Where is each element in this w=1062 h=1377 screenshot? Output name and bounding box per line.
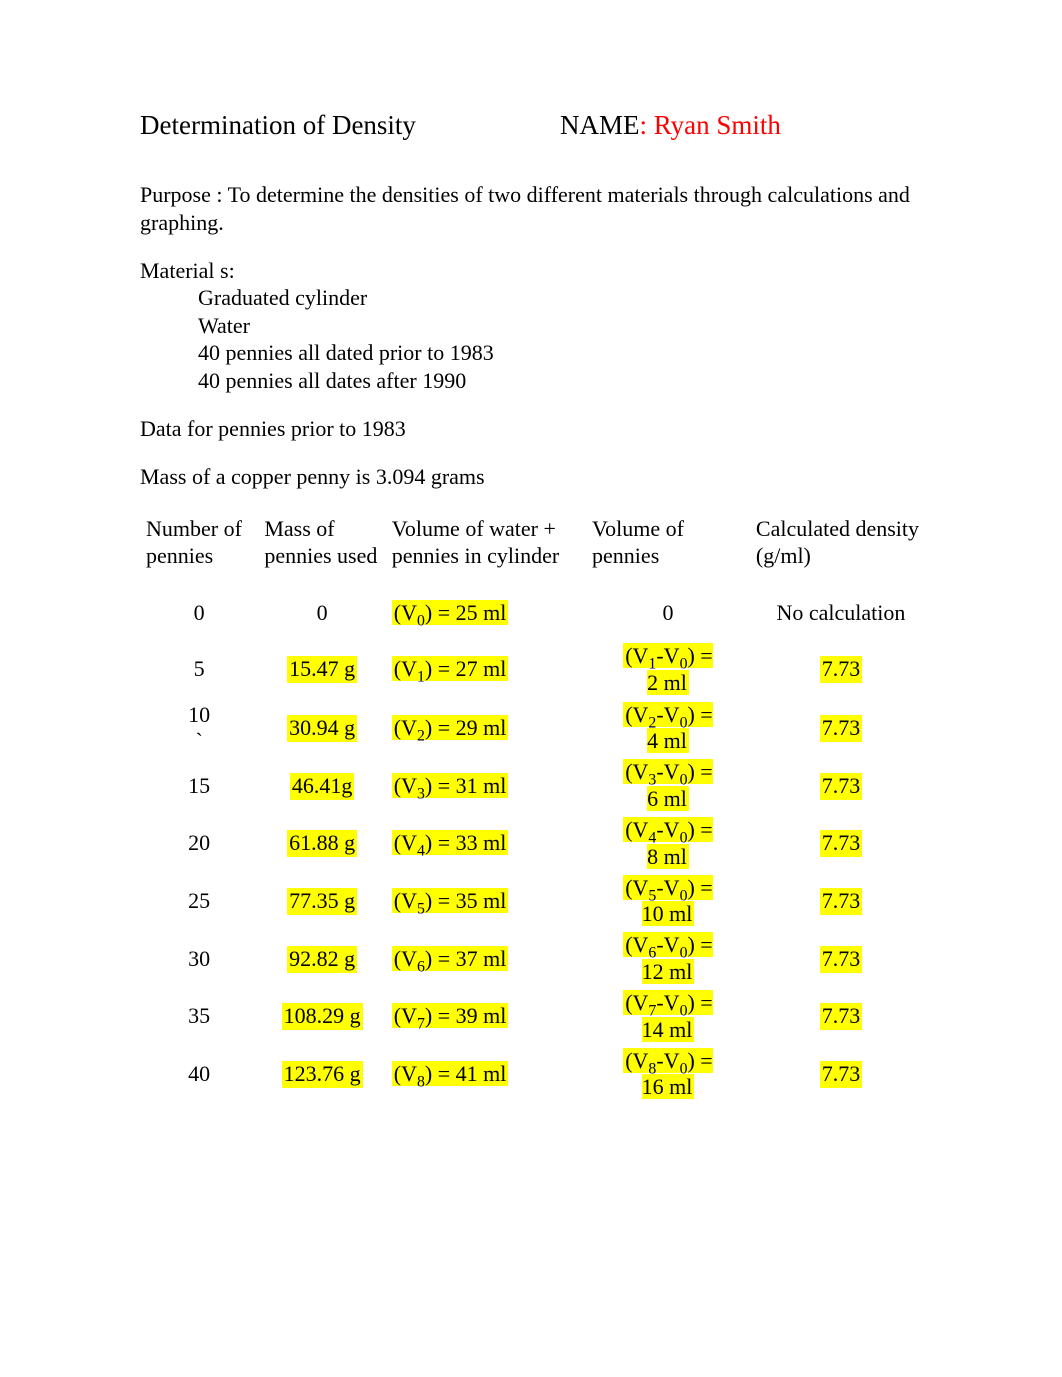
material-item: Water [198,312,932,340]
col-header: Mass of pennies used [258,512,385,588]
material-item: Graduated cylinder [198,284,932,312]
material-item: 40 pennies all dated prior to 1983 [198,339,932,367]
table-row: 2061.88 g(V4) = 33 ml(V4-V0) =8 ml7.73 [140,815,932,873]
table-row: 40123.76 g(V8) = 41 ml(V8-V0) =16 ml7.73 [140,1046,932,1104]
cell-volume-pennies: (V2-V0) =4 ml [586,700,750,758]
cell-mass: 92.82 g [258,930,385,988]
cell-density: 7.73 [750,988,932,1046]
cell-mass: 61.88 g [258,815,385,873]
cell-volume-pennies: (V7-V0) =14 ml [586,988,750,1046]
cell-num-pennies: 5 [140,640,258,700]
table-header-row: Number of pennies Mass of pennies used V… [140,512,932,588]
cell-density: No calculation [750,588,932,640]
data-table: Number of pennies Mass of pennies used V… [140,512,932,1103]
col-header: Volume of pennies [586,512,750,588]
col-header: Volume of water + pennies in cylinder [386,512,586,588]
cell-volume-pennies: 0 [586,588,750,640]
cell-mass: 108.29 g [258,988,385,1046]
purpose-text: To determine the densities of two differ… [140,182,910,235]
table-row: 3092.82 g(V6) = 37 ml(V6-V0) =12 ml7.73 [140,930,932,988]
cell-density: 7.73 [750,700,932,758]
table-row: 515.47 g(V1) = 27 ml(V1-V0) =2 ml7.73 [140,640,932,700]
cell-density: 7.73 [750,873,932,931]
cell-density: 7.73 [750,757,932,815]
table-row: 2577.35 g(V5) = 35 ml(V5-V0) =10 ml7.73 [140,873,932,931]
cell-num-pennies: 25 [140,873,258,931]
section-mass-note: Mass of a copper penny is 3.094 grams [140,464,932,490]
cell-density: 7.73 [750,930,932,988]
cell-mass: 77.35 g [258,873,385,931]
cell-volume-pennies: (V3-V0) =6 ml [586,757,750,815]
cell-volume-total: (V1) = 27 ml [386,640,586,700]
col-header: Calculated density (g/ml) [750,512,932,588]
cell-mass: 15.47 g [258,640,385,700]
col-header: Number of pennies [140,512,258,588]
cell-volume-total: (V5) = 35 ml [386,873,586,931]
purpose: Purpose : To determine the densities of … [140,181,932,236]
cell-num-pennies: 0 [140,588,258,640]
cell-mass: 0 [258,588,385,640]
header: Determination of Density NAME: Ryan Smit… [140,110,932,141]
cell-num-pennies: 35 [140,988,258,1046]
purpose-label: Purpose : [140,182,223,207]
cell-num-pennies: 15 [140,757,258,815]
cell-volume-total: (V8) = 41 ml [386,1046,586,1104]
cell-volume-total: (V3) = 31 ml [386,757,586,815]
cell-num-pennies: 10` [140,700,258,758]
table-row: 1546.41g(V3) = 31 ml(V3-V0) =6 ml7.73 [140,757,932,815]
table-row: 00(V0) = 25 ml0No calculation [140,588,932,640]
cell-num-pennies: 30 [140,930,258,988]
cell-volume-total: (V2) = 29 ml [386,700,586,758]
cell-mass: 46.41g [258,757,385,815]
materials-label: Material s: [140,258,932,284]
name-block: NAME: Ryan Smith [560,110,781,141]
cell-volume-pennies: (V8-V0) =16 ml [586,1046,750,1104]
doc-title: Determination of Density [140,110,560,141]
cell-density: 7.73 [750,1046,932,1104]
cell-volume-total: (V0) = 25 ml [386,588,586,640]
table-row: 10`30.94 g(V2) = 29 ml(V2-V0) =4 ml7.73 [140,700,932,758]
name-value: : Ryan Smith [640,110,781,140]
cell-volume-total: (V7) = 39 ml [386,988,586,1046]
fade-overlay [0,1237,1062,1377]
cell-volume-pennies: (V5-V0) =10 ml [586,873,750,931]
cell-volume-total: (V6) = 37 ml [386,930,586,988]
name-label: NAME [560,110,640,140]
table-row: 35108.29 g(V7) = 39 ml(V7-V0) =14 ml7.73 [140,988,932,1046]
cell-mass: 30.94 g [258,700,385,758]
cell-volume-pennies: (V4-V0) =8 ml [586,815,750,873]
materials-list: Graduated cylinder Water 40 pennies all … [140,284,932,394]
cell-volume-total: (V4) = 33 ml [386,815,586,873]
cell-density: 7.73 [750,640,932,700]
cell-mass: 123.76 g [258,1046,385,1104]
cell-volume-pennies: (V1-V0) =2 ml [586,640,750,700]
cell-density: 7.73 [750,815,932,873]
document-page: Determination of Density NAME: Ryan Smit… [0,0,1062,1163]
cell-volume-pennies: (V6-V0) =12 ml [586,930,750,988]
cell-num-pennies: 20 [140,815,258,873]
table-body: 00(V0) = 25 ml0No calculation515.47 g(V1… [140,588,932,1104]
cell-num-pennies: 40 [140,1046,258,1104]
material-item: 40 pennies all dates after 1990 [198,367,932,395]
section-heading: Data for pennies prior to 1983 [140,416,932,442]
